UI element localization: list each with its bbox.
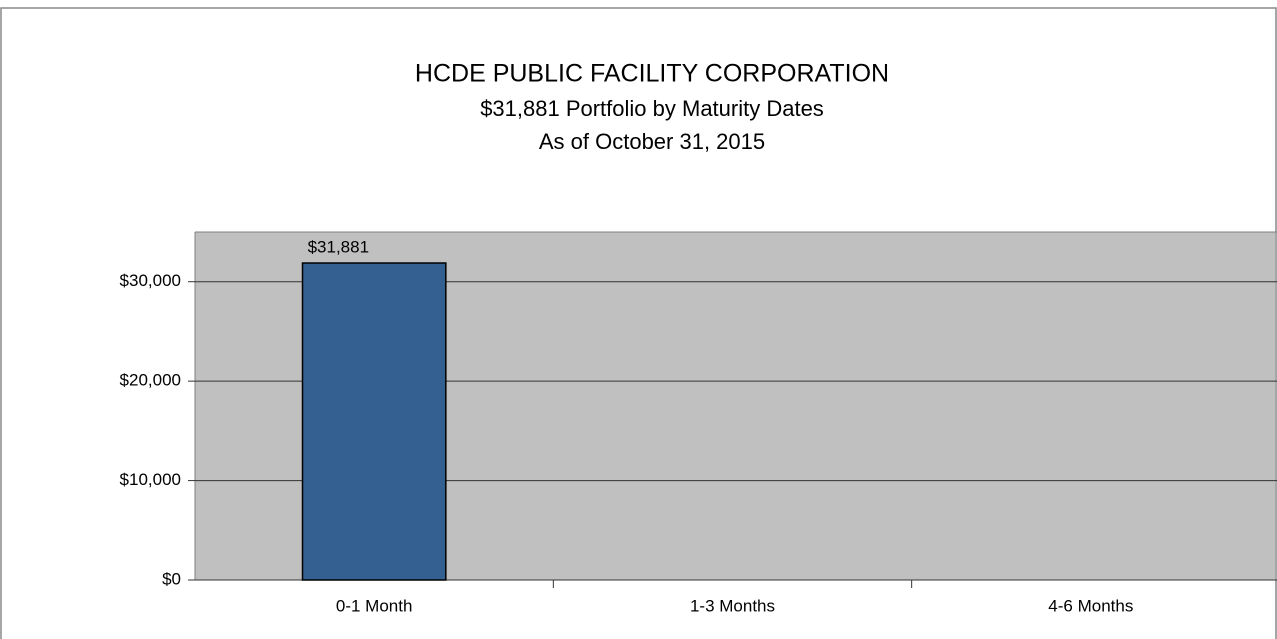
y-tick-label: $30,000 <box>120 271 181 290</box>
chart-frame <box>0 7 1277 639</box>
data-label: $31,881 <box>308 237 369 256</box>
chart-title: HCDE PUBLIC FACILITY CORPORATION <box>415 60 889 88</box>
bar <box>301 262 447 581</box>
chart-subtitle: As of October 31, 2015 <box>539 129 765 154</box>
y-tick-label: $10,000 <box>120 470 181 489</box>
x-tick-label: 1-3 Months <box>690 596 775 615</box>
chart-subtitle: $31,881 Portfolio by Maturity Dates <box>480 96 824 121</box>
x-tick-label: 4-6 Months <box>1048 596 1133 615</box>
y-tick-label: $0 <box>162 569 181 588</box>
x-tick-label: 0-1 Month <box>336 596 413 615</box>
y-tick-label: $20,000 <box>120 371 181 390</box>
